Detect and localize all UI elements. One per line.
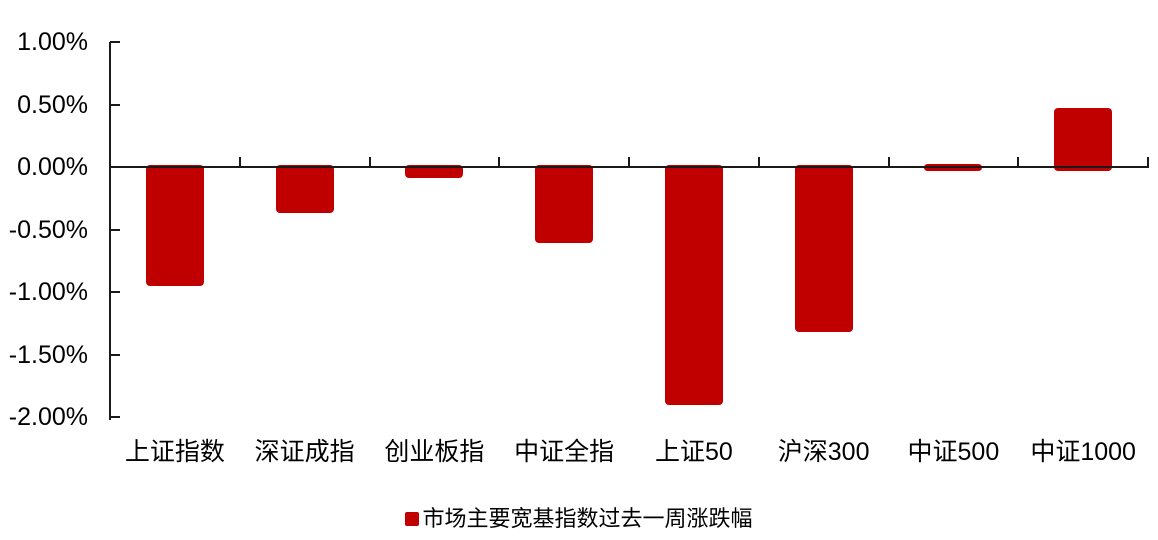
x-axis-category-label: 沪深300 <box>777 438 870 466</box>
bar <box>1054 108 1113 171</box>
x-axis-category-label: 创业板指 <box>384 438 485 466</box>
x-axis-category-label: 深证成指 <box>254 438 355 466</box>
bar <box>535 165 594 244</box>
x-axis-tick <box>238 157 241 168</box>
x-axis-tick <box>1017 157 1020 168</box>
chart-legend: 市场主要宽基指数过去一周涨跌幅 <box>0 506 1158 532</box>
x-axis-tick <box>757 157 760 168</box>
y-axis-tick-label: 0.00% <box>17 153 88 181</box>
x-axis-tick <box>498 157 501 168</box>
x-axis-tick <box>628 157 630 168</box>
bar <box>145 165 204 286</box>
y-axis-tick-label: -1.00% <box>8 278 88 306</box>
x-axis-tick <box>1147 157 1149 168</box>
x-axis-category-label: 上证指数 <box>124 438 225 466</box>
y-axis-tick <box>110 353 120 356</box>
bar <box>275 165 334 214</box>
x-axis-tick <box>887 157 890 168</box>
x-axis-tick <box>109 157 111 168</box>
y-axis-tick <box>110 291 120 293</box>
legend-label: 市场主要宽基指数过去一周涨跌幅 <box>422 506 753 531</box>
y-axis-tick-label: 1.00% <box>17 28 88 56</box>
bar <box>664 165 723 405</box>
y-axis-tick <box>110 103 120 106</box>
y-axis-tick <box>110 416 120 418</box>
y-axis-tick <box>110 228 120 231</box>
y-axis-tick-label: -2.00% <box>8 403 88 431</box>
x-axis-category-label: 上证50 <box>654 438 733 466</box>
y-axis-tick-label: -1.50% <box>8 340 88 369</box>
y-axis-tick <box>110 166 120 168</box>
bar <box>405 165 464 179</box>
y-axis-tick-label: -0.50% <box>8 215 88 244</box>
x-axis-category-label: 中证1000 <box>1030 438 1136 466</box>
x-axis-category-label: 中证全指 <box>514 438 615 466</box>
legend-swatch-icon <box>405 512 420 526</box>
y-axis-tick-label: 0.50% <box>17 90 88 119</box>
bar <box>794 165 853 332</box>
y-axis-tick <box>110 41 120 43</box>
y-axis-line <box>109 42 111 420</box>
x-axis-tick <box>368 157 371 168</box>
x-axis-category-label: 中证500 <box>907 438 1000 466</box>
